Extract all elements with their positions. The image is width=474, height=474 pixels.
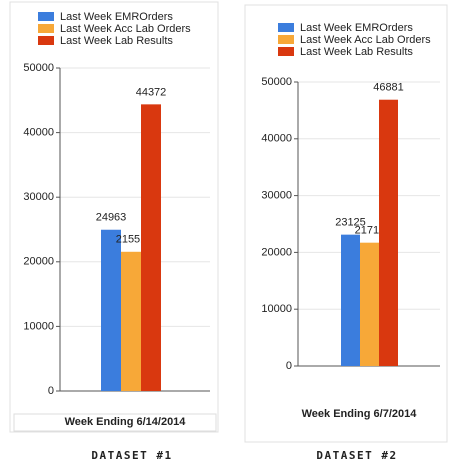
y-tick-label: 50000	[23, 62, 54, 74]
legend-label: Last Week Lab Results	[300, 46, 413, 58]
y-tick-label: 50000	[261, 76, 292, 88]
value-label: 23125	[335, 217, 366, 229]
y-tick-label: 20000	[261, 246, 292, 258]
legend-swatch	[38, 12, 54, 21]
y-tick-label: 30000	[23, 191, 54, 203]
x-label-box	[13, 413, 217, 432]
value-label: 44372	[136, 86, 167, 98]
value-label: 46881	[373, 82, 404, 94]
legend-swatch	[278, 23, 294, 32]
legend-label: Last Week Acc Lab Orders	[300, 34, 431, 46]
dataset-caption: DATASET #1	[91, 449, 172, 462]
bar	[141, 104, 161, 392]
bar	[121, 251, 141, 391]
x-axis-label: Week Ending 6/14/2014	[65, 416, 187, 428]
y-tick-label: 0	[48, 385, 54, 397]
y-tick-label: 40000	[261, 133, 292, 145]
value-label: 21711	[355, 225, 385, 237]
bar	[360, 242, 379, 366]
bar	[379, 99, 398, 367]
dataset-caption: DATASET #2	[316, 449, 397, 462]
x-axis-label: Week Ending 6/7/2014	[302, 408, 418, 420]
legend-swatch	[278, 35, 294, 44]
legend-label: Last Week Lab Results	[60, 35, 173, 47]
bar	[101, 229, 121, 391]
legend-swatch	[38, 24, 54, 33]
bar	[341, 234, 360, 366]
legend-swatch	[278, 47, 294, 56]
value-label: 21551	[116, 234, 147, 246]
legend-swatch	[38, 36, 54, 45]
y-tick-label: 40000	[23, 127, 54, 139]
y-tick-label: 10000	[23, 320, 54, 332]
value-label: 24963	[96, 212, 127, 224]
legend-label: Last Week Acc Lab Orders	[60, 23, 191, 35]
y-tick-label: 20000	[23, 256, 54, 268]
panel	[244, 4, 448, 443]
y-tick-label: 0	[286, 360, 292, 372]
legend-label: Last Week EMROrders	[60, 11, 173, 23]
legend-label: Last Week EMROrders	[300, 22, 413, 34]
y-tick-label: 30000	[261, 190, 292, 202]
y-tick-label: 10000	[261, 303, 292, 315]
